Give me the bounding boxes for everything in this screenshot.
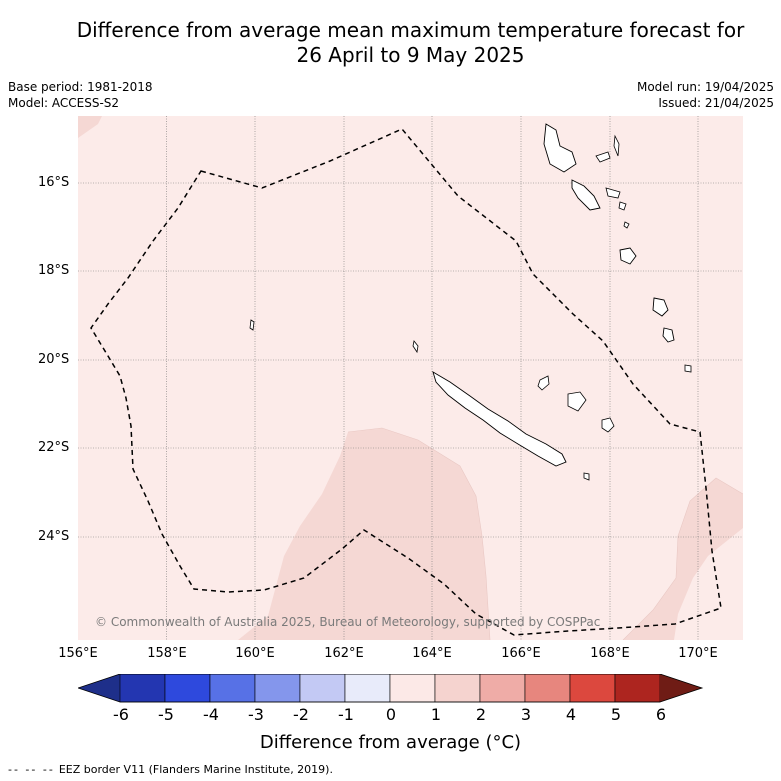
eez-border: [90, 128, 722, 636]
lon-label-156e: 156°E: [58, 646, 98, 661]
lat-label-18s: 18°S: [38, 263, 70, 278]
colorbar-segment: [524, 674, 571, 703]
gridlines: [78, 116, 743, 640]
chesterfield-islands: [249, 319, 255, 331]
warm-zone-east-edge: [622, 477, 743, 640]
espiritu-santo-island: [543, 123, 577, 173]
copyright-notice: © Commonwealth of Australia 2025, Bureau…: [95, 615, 600, 629]
lon-label-168e: 168°E: [590, 646, 630, 661]
colorbar-tick: 5: [610, 705, 622, 724]
colorbar-segment: [434, 674, 481, 703]
maewo-island: [613, 134, 620, 157]
lon-label-166e: 166°E: [501, 646, 541, 661]
eez-line-symbol: -- -- --: [8, 763, 55, 776]
lon-label-170e: 170°E: [678, 646, 718, 661]
colorbar-segment: [479, 674, 526, 703]
lat-label-22s: 22°S: [38, 440, 70, 455]
warm-zone-edge: [347, 427, 491, 640]
colorbar-tick: -3: [248, 705, 264, 724]
erromango-island: [652, 297, 669, 317]
lon-label-162e: 162°E: [324, 646, 364, 661]
tanna-island: [662, 327, 675, 343]
lat-label-20s: 20°S: [38, 352, 70, 367]
chart-title: Difference from average mean maximum tem…: [0, 18, 781, 68]
lon-label-158e: 158°E: [147, 646, 187, 661]
colorbar-segment: [569, 674, 616, 703]
shepherd-islands: [623, 221, 630, 229]
isle-of-pines: [583, 472, 590, 481]
colorbar-tick: 0: [385, 705, 397, 724]
aneityum-island: [684, 364, 692, 373]
model-run: Model run: 19/04/2025: [636, 80, 774, 94]
colorbar-tick: -1: [338, 705, 354, 724]
colorbar-segment: [389, 674, 436, 703]
colorbar-tick: 6: [655, 705, 667, 724]
new-caledonia-island: [432, 371, 567, 467]
title-line-2: 26 April to 9 May 2025: [296, 43, 525, 67]
lon-label-160e: 160°E: [235, 646, 275, 661]
lon-label-164e: 164°E: [412, 646, 452, 661]
malekula-island: [571, 179, 601, 211]
legend-note-text: EEZ border V11 (Flanders Marine Institut…: [58, 763, 333, 776]
lat-label-16s: 16°S: [38, 175, 70, 190]
belep-islands: [412, 340, 419, 354]
meta-left: Base period: 1981-2018 Model: ACCESS-S2: [8, 79, 153, 111]
colorbar-segment: [254, 674, 301, 703]
warm-zone-east: [623, 478, 743, 640]
colorbar-tick: -4: [203, 705, 219, 724]
colorbar-tick: 1: [430, 705, 442, 724]
colorbar-extend-low: [78, 674, 120, 702]
lat-label-24s: 24°S: [38, 529, 70, 544]
ambrym-island: [605, 187, 621, 199]
ambae-island: [595, 151, 611, 163]
title-line-1: Difference from average mean maximum tem…: [76, 18, 745, 42]
colorbar-tick: -2: [293, 705, 309, 724]
colorbar-tick: 2: [475, 705, 487, 724]
ouvea-island: [537, 375, 550, 391]
warm-zone-corner: [78, 116, 102, 138]
issued-date: Issued: 21/04/2025: [658, 96, 774, 110]
mare-island: [601, 417, 615, 433]
warm-zone-south: [238, 428, 490, 640]
meta-right: Model run: 19/04/2025 Issued: 21/04/2025: [637, 79, 774, 111]
colorbar-segment: [164, 674, 211, 703]
epi-island: [618, 201, 627, 211]
efate-island: [619, 247, 637, 265]
forecast-map: © Commonwealth of Australia 2025, Bureau…: [78, 116, 743, 640]
colorbar: [78, 674, 704, 703]
colorbar-tick: 3: [520, 705, 532, 724]
lifou-island: [567, 391, 587, 412]
legend-note: -- -- -- EEZ border V11 (Flanders Marine …: [8, 763, 333, 776]
colorbar-segment: [344, 674, 391, 703]
colorbar-segment: [299, 674, 346, 703]
colorbar-tick: -6: [113, 705, 129, 724]
model-name: Model: ACCESS-S2: [8, 96, 120, 110]
colorbar-segment: [614, 674, 661, 703]
colorbar-tick: -5: [158, 705, 174, 724]
base-period: Base period: 1981-2018: [8, 80, 153, 94]
colorbar-label: Difference from average (°C): [259, 732, 522, 753]
colorbar-outline: [78, 674, 704, 703]
colorbar-segment: [209, 674, 256, 703]
colorbar-tick: 4: [565, 705, 577, 724]
colorbar-extend-high: [660, 674, 702, 702]
colorbar-segment: [119, 674, 166, 703]
